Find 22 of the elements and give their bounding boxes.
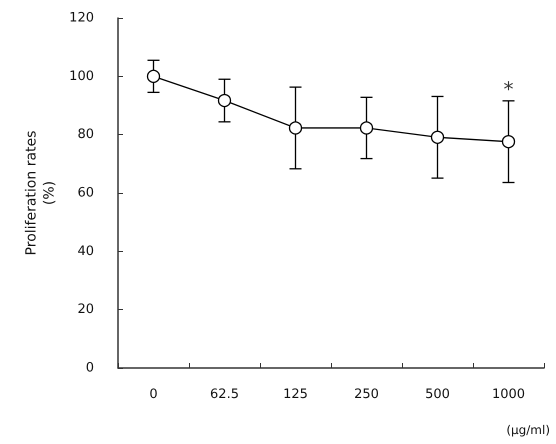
y-tick-label: 0 [86,360,94,376]
point [360,121,374,135]
y-tick-label: 40 [77,244,94,259]
y-tick-label: 80 [77,127,94,142]
point [146,70,160,83]
x-tick-label: 62.5 [210,387,239,402]
annotation: * [504,76,514,101]
point [430,130,444,144]
y-tick-label: 20 [77,302,94,318]
x-axis-title: (μg/ml) [506,423,550,437]
point [288,121,302,135]
x-tick-label: 1000 [492,387,526,402]
x-tick-label: 250 [354,387,379,402]
x-tick-label: 0 [149,387,158,402]
y-axis-title: Proliferation rates (%) [23,130,58,256]
point [502,135,516,148]
y-tick-label: 60 [77,186,94,200]
y-tick-label: 120 [69,10,94,26]
y-tick-label: 100 [69,68,94,84]
x-tick-label: 125 [283,387,308,402]
point [218,94,232,108]
x-tick-label: 500 [425,387,450,402]
